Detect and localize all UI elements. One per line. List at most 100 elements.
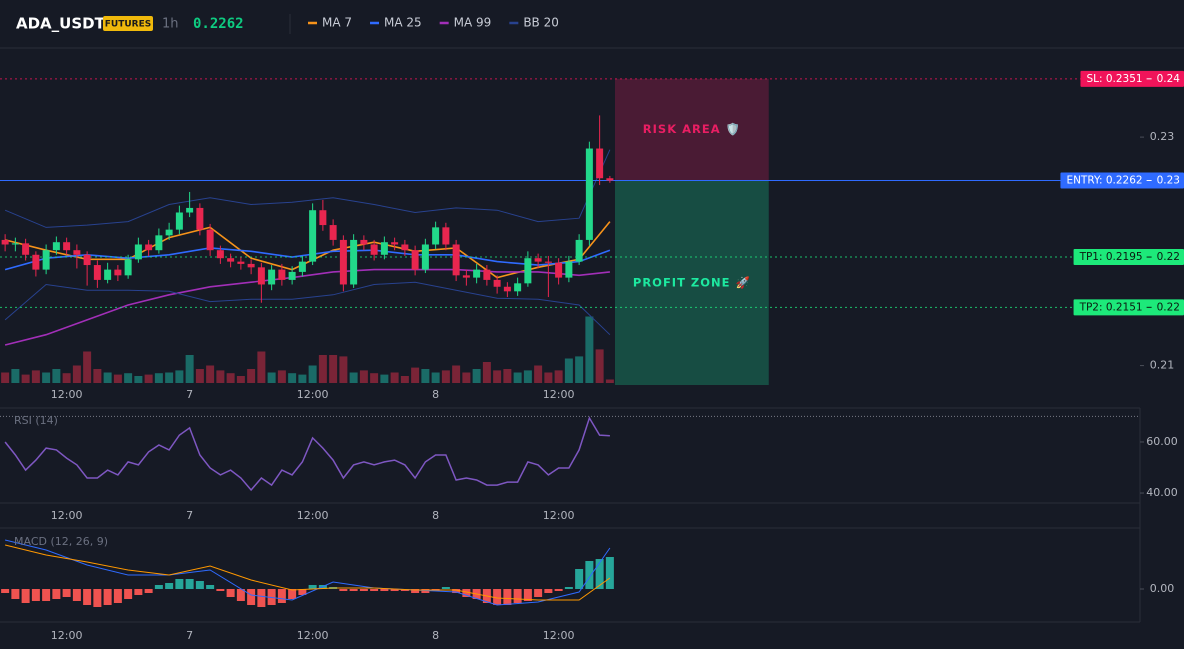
volume-bar — [216, 370, 225, 383]
volume-bar — [390, 372, 399, 383]
candle-body — [237, 261, 245, 264]
candle-body — [411, 250, 419, 270]
histogram-bar — [339, 589, 348, 591]
volume-bar — [534, 365, 543, 383]
volume-bar — [226, 373, 235, 383]
volume-bar — [472, 369, 481, 383]
volume-bar — [206, 365, 215, 383]
candle-body — [524, 258, 532, 284]
volume-bar — [452, 365, 461, 383]
candle-body — [22, 243, 30, 255]
volume-bar — [380, 374, 389, 383]
level-label: TP1: 0.2195 — [1079, 251, 1143, 263]
candle-body — [565, 261, 573, 278]
candle-body — [257, 267, 265, 285]
panel-title: MACD (12, 26, 9) — [14, 535, 108, 548]
y-tick-label: 60.00 — [1146, 435, 1178, 448]
zone — [615, 180, 769, 385]
candle-body — [165, 229, 173, 236]
candle-body — [278, 269, 286, 280]
volume-bar — [42, 372, 51, 383]
x-tick-label: 7 — [186, 629, 193, 642]
histogram-bar — [93, 589, 102, 607]
level-label: TP2: 0.2151 — [1079, 301, 1143, 313]
histogram-bar — [247, 589, 256, 605]
histogram-bar — [103, 589, 112, 605]
volume-bar — [298, 374, 307, 383]
x-tick-label: 8 — [432, 388, 439, 401]
volume-bar — [605, 379, 614, 383]
histogram-bar — [52, 589, 61, 599]
candle-body — [596, 148, 604, 179]
volume-bar — [339, 356, 348, 383]
volume-bar — [52, 369, 61, 383]
legend-label: BB 20 — [523, 16, 559, 30]
candle-body — [216, 250, 224, 259]
x-tick-label: 12:00 — [543, 509, 575, 522]
volume-bar — [31, 370, 40, 383]
candle-body — [227, 258, 235, 262]
symbol: ADA_USDT — [16, 15, 106, 33]
histogram-bar — [124, 589, 133, 599]
volume-bar — [124, 373, 133, 383]
x-tick-label: 12:00 — [543, 629, 575, 642]
candle-body — [175, 212, 183, 230]
candle-body — [309, 210, 317, 262]
market-badge — [103, 16, 153, 31]
candle-body — [52, 242, 60, 251]
volume-bar — [257, 351, 266, 383]
volume-bar — [175, 370, 184, 383]
interval[interactable]: 1h — [162, 17, 179, 32]
candle-body — [186, 207, 194, 213]
candle-body — [268, 269, 276, 285]
candle-body — [380, 242, 388, 255]
candle-body — [544, 261, 552, 263]
legend-label: MA 25 — [384, 16, 422, 30]
candle-body — [401, 244, 409, 251]
ma-line — [4, 268, 610, 346]
volume-bar — [318, 355, 327, 383]
volume-bar — [288, 373, 297, 383]
volume-bar — [482, 362, 491, 383]
candle-body — [63, 242, 71, 251]
volume-bar — [277, 370, 286, 383]
volume-bar — [359, 370, 368, 383]
histogram-bar — [226, 589, 235, 597]
candle-body — [206, 229, 214, 251]
band-line — [4, 281, 611, 336]
volume-bar — [329, 355, 338, 383]
candle-body — [391, 242, 399, 245]
histogram-bar — [564, 587, 573, 589]
volume-bar — [236, 376, 245, 383]
histogram-bar — [513, 589, 522, 603]
volume-bar — [185, 355, 194, 383]
x-tick-label: 12:00 — [297, 629, 329, 642]
histogram-bar — [195, 581, 204, 589]
histogram-bar — [216, 589, 225, 591]
level-tag — [1060, 172, 1184, 189]
histogram-bar — [165, 583, 174, 589]
candle-body — [483, 269, 491, 280]
candle-body — [350, 239, 358, 285]
candle-body — [555, 262, 563, 278]
volume-bar — [134, 376, 143, 383]
histogram-bar — [62, 589, 71, 597]
band-line — [4, 149, 611, 228]
histogram-bar — [411, 589, 420, 593]
histogram-bar — [441, 587, 450, 589]
level-axis-label: 0.24 — [1157, 73, 1181, 85]
volume-bar — [462, 372, 471, 383]
x-tick-label: 12:00 — [51, 388, 83, 401]
histogram-bar — [288, 589, 297, 599]
x-tick-label: 12:00 — [51, 509, 83, 522]
candle-body — [196, 207, 204, 230]
histogram-bar — [554, 589, 563, 591]
histogram-bar — [236, 589, 245, 601]
histogram-bar — [72, 589, 81, 601]
histogram-bar — [206, 585, 215, 589]
candle-body — [42, 250, 50, 270]
candle-body — [104, 269, 112, 280]
candle-body — [493, 279, 501, 287]
